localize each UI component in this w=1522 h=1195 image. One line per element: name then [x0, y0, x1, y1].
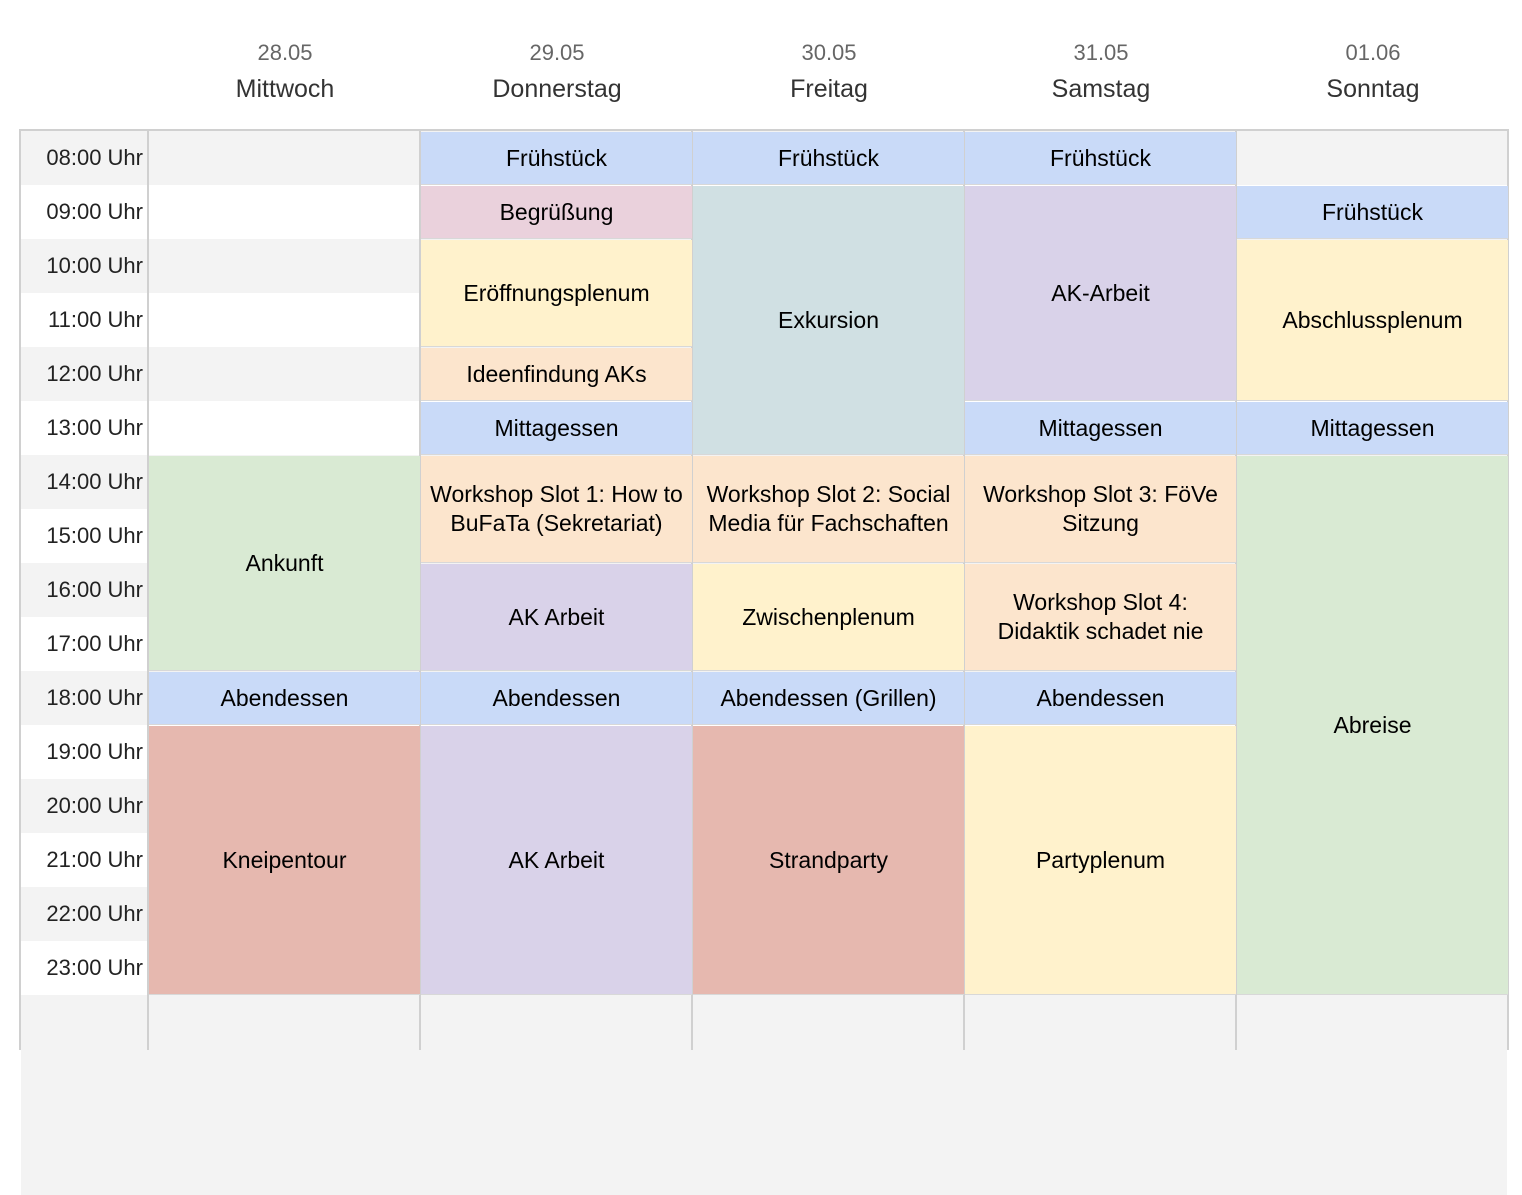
schedule-event[interactable]: Ankunft	[149, 456, 420, 671]
time-label: 22:00 Uhr	[46, 901, 143, 926]
day-date: 31.05	[1073, 40, 1129, 65]
schedule-event[interactable]: Abreise	[1237, 456, 1508, 995]
day-date: 30.05	[801, 40, 857, 65]
time-label: 17:00 Uhr	[46, 631, 143, 656]
schedule-event[interactable]: Abendessen	[421, 672, 692, 725]
time-label: 21:00 Uhr	[46, 847, 143, 872]
day-header-sonntag: 01.06 Sonntag	[1237, 36, 1509, 108]
day-header-mittwoch: 28.05 Mittwoch	[149, 36, 421, 108]
schedule-event[interactable]: Frühstück	[965, 132, 1236, 185]
schedule-event[interactable]: Frühstück	[693, 132, 964, 185]
schedule-event[interactable]: Kneipentour	[149, 726, 420, 995]
schedule-event[interactable]: Ideenfindung AKs	[421, 348, 692, 401]
time-label: 23:00 Uhr	[46, 955, 143, 980]
schedule-event[interactable]: Begrüßung	[421, 186, 692, 239]
schedule-event[interactable]: AK Arbeit	[421, 564, 692, 671]
column-divider	[963, 131, 965, 1050]
schedule-event[interactable]: Workshop Slot 4: Didaktik schadet nie	[965, 564, 1236, 671]
column-divider	[691, 131, 693, 1050]
schedule-event[interactable]: Workshop Slot 2: Social Media für Fachsc…	[693, 456, 964, 563]
schedule-event[interactable]: Abschlussplenum	[1237, 240, 1508, 401]
schedule-event[interactable]: Zwischenplenum	[693, 564, 964, 671]
schedule-event[interactable]: Abendessen	[965, 672, 1236, 725]
schedule-event[interactable]: Frühstück	[1237, 186, 1508, 239]
time-label: 10:00 Uhr	[46, 253, 143, 278]
day-name: Sonntag	[1326, 75, 1420, 103]
schedule-event[interactable]: Mittagessen	[965, 402, 1236, 455]
schedule-event[interactable]: Frühstück	[421, 132, 692, 185]
time-label: 20:00 Uhr	[46, 793, 143, 818]
time-label: 15:00 Uhr	[46, 523, 143, 548]
schedule-event[interactable]: Exkursion	[693, 186, 964, 455]
time-row	[21, 995, 1507, 1195]
day-name: Mittwoch	[235, 75, 335, 103]
time-label: 08:00 Uhr	[46, 145, 143, 170]
schedule-event[interactable]: Partyplenum	[965, 726, 1236, 995]
time-label: 16:00 Uhr	[46, 577, 143, 602]
schedule-event[interactable]: Workshop Slot 1: How to BuFaTa (Sekretar…	[421, 456, 692, 563]
day-header-freitag: 30.05 Freitag	[693, 36, 965, 108]
schedule-event[interactable]: Mittagessen	[1237, 402, 1508, 455]
schedule-event[interactable]: Mittagessen	[421, 402, 692, 455]
schedule-grid: 08:00 Uhr 09:00 Uhr 10:00 Uhr 11:00 Uhr 12:0…	[19, 129, 1509, 1195]
column-divider	[419, 131, 421, 1050]
time-label: 14:00 Uhr	[46, 469, 143, 494]
schedule-event[interactable]: AK-Arbeit	[965, 186, 1236, 401]
day-header-samstag: 31.05 Samstag	[965, 36, 1237, 108]
day-name: Freitag	[790, 75, 868, 103]
schedule-event[interactable]: Eröffnungsplenum	[421, 240, 692, 347]
day-name: Samstag	[1051, 75, 1151, 103]
schedule-event[interactable]: AK Arbeit	[421, 726, 692, 995]
schedule-event[interactable]: Abendessen (Grillen)	[693, 672, 964, 725]
time-label: 12:00 Uhr	[46, 361, 143, 386]
day-header-donnerstag: 29.05 Donnerstag	[421, 36, 693, 108]
day-name: Donnerstag	[492, 75, 622, 103]
schedule-event[interactable]: Abendessen	[149, 672, 420, 725]
time-label: 18:00 Uhr	[46, 685, 143, 710]
time-label: 13:00 Uhr	[46, 415, 143, 440]
column-divider	[1235, 131, 1237, 1050]
time-label: 11:00 Uhr	[48, 307, 143, 332]
schedule-event[interactable]: Strandparty	[693, 726, 964, 995]
day-date: 29.05	[529, 40, 585, 65]
schedule-event[interactable]: Workshop Slot 3: FöVe Sitzung	[965, 456, 1236, 563]
day-date: 28.05	[257, 40, 313, 65]
column-divider	[147, 131, 149, 1050]
time-label: 09:00 Uhr	[46, 199, 143, 224]
day-date: 01.06	[1345, 40, 1401, 65]
time-label: 19:00 Uhr	[46, 739, 143, 764]
